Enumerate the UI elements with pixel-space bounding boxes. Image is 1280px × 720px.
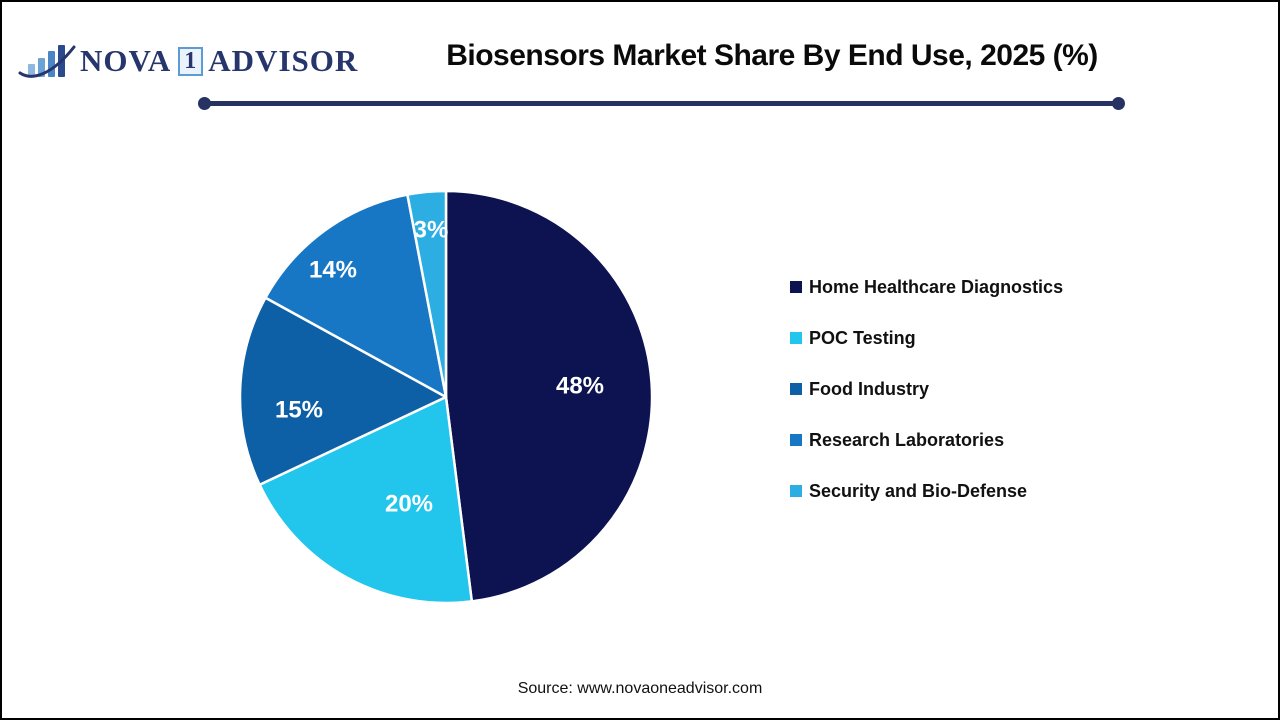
pie-slice-label: 20%	[385, 491, 433, 518]
legend-swatch	[790, 485, 802, 497]
logo-word-nova: NOVA	[80, 43, 172, 78]
pie-slice	[264, 193, 448, 399]
bar-chart-icon	[18, 45, 76, 78]
source-text: Source: www.novaoneadvisor.com	[517, 680, 763, 697]
page-title: Biosensors Market Share By End Use, 2025…	[446, 39, 1098, 72]
pie-slice	[238, 296, 448, 486]
chart-legend: Home Healthcare Diagnostics POC Testing …	[790, 275, 1063, 530]
logo-text: NOVA 1 ADVISOR	[80, 43, 358, 79]
legend-label: POC Testing	[809, 327, 916, 348]
logo-boxed-one: 1	[178, 46, 204, 76]
title-divider-line	[198, 97, 1125, 110]
legend-swatch	[790, 332, 802, 344]
pie-slice	[406, 189, 448, 399]
pie-slice-label: 14%	[309, 257, 357, 284]
divider-dot-left	[198, 97, 211, 110]
pie-slice	[258, 395, 474, 605]
pie-slice-label: 15%	[275, 397, 323, 424]
legend-item-research-laboratories: Research Laboratories	[790, 428, 1063, 452]
legend-item-security-and-bio-defense: Security and Bio-Defense	[790, 479, 1063, 503]
legend-swatch	[790, 383, 802, 395]
nova-one-advisor-logo: NOVA 1 ADVISOR	[18, 36, 358, 86]
legend-label: Research Laboratories	[809, 429, 1005, 450]
pie-slice	[444, 189, 654, 603]
pie-slice-label: 48%	[556, 373, 604, 400]
pie-chart-svg: 48% 20% 15% 14% 3%	[238, 189, 654, 605]
pie-chart: 48% 20% 15% 14% 3%	[216, 167, 676, 627]
legend-label: Security and Bio-Defense	[809, 480, 1028, 501]
legend-item-poc-testing: POC Testing	[790, 326, 1063, 350]
legend-item-food-industry: Food Industry	[790, 377, 1063, 401]
legend-label: Food Industry	[809, 378, 929, 399]
legend-item-home-healthcare-diagnostics: Home Healthcare Diagnostics	[790, 275, 1063, 299]
legend-swatch	[790, 281, 802, 293]
logo-word-advisor: ADVISOR	[208, 43, 359, 78]
legend-swatch	[790, 434, 802, 446]
divider-dot-right	[1112, 97, 1125, 110]
legend-label: Home Healthcare Diagnostics	[809, 276, 1064, 297]
pie-slice-label: 3%	[414, 217, 449, 244]
